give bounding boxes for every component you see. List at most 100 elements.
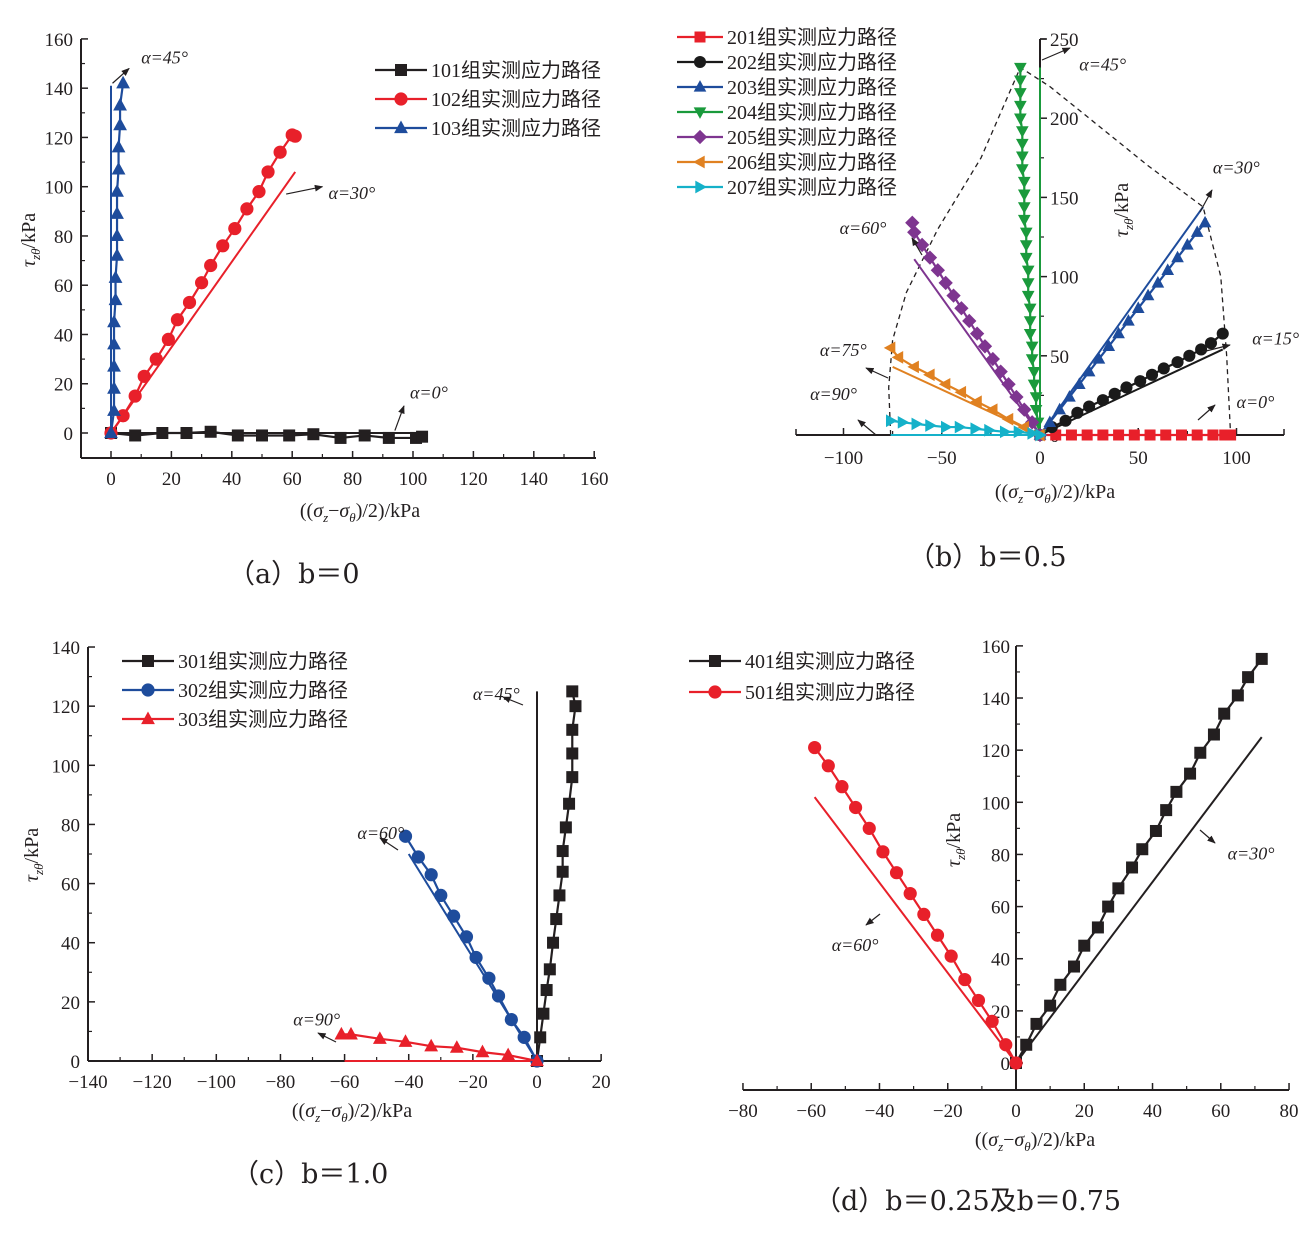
panel-b: −100−50050100050100150200250((σz−σθ)/2)/… (677, 26, 1299, 506)
legend-label: 205组实测应力路径 (727, 126, 897, 149)
y-tick-label: 0 (64, 424, 74, 445)
data-point (1043, 415, 1057, 428)
data-point (971, 993, 986, 1008)
series-201 (1034, 429, 1237, 441)
annotation-label: α=90° (810, 384, 857, 404)
y-tick-label: 100 (982, 793, 1011, 814)
data-point (1027, 366, 1041, 379)
data-point (1141, 288, 1155, 301)
data-point (1195, 343, 1208, 356)
data-point (547, 936, 560, 949)
data-point (977, 339, 993, 354)
data-point (808, 740, 822, 755)
series-207 (885, 414, 1047, 442)
data-point (142, 655, 154, 667)
data-point (923, 368, 935, 382)
data-point (1015, 126, 1029, 138)
envelope-dashed-line (888, 66, 1232, 436)
data-point (1207, 728, 1220, 741)
data-point (985, 403, 998, 416)
data-point (970, 422, 983, 435)
data-point (110, 184, 124, 197)
data-point (116, 75, 130, 89)
data-point (1160, 429, 1172, 441)
annotation-label: α=30° (1228, 844, 1275, 864)
data-point (416, 430, 429, 443)
data-point (1065, 429, 1077, 441)
data-point (1096, 394, 1109, 407)
data-point (1120, 381, 1133, 394)
legend-item: 204组实测应力路径 (677, 101, 897, 124)
data-point (434, 888, 448, 903)
data-point (1145, 368, 1159, 381)
data-point (930, 928, 945, 942)
x-tick-label: −100 (824, 448, 863, 469)
legend: 301组实测应力路径 302组实测应力路径 303组实测应力路径 (122, 650, 348, 731)
data-point (1021, 290, 1035, 303)
legend-label: 102组实测应力路径 (431, 88, 601, 111)
y-tick-label: 100 (45, 178, 74, 199)
data-point (1128, 429, 1140, 441)
data-point (1081, 429, 1093, 441)
x-tick-label: −60 (330, 1072, 360, 1093)
annotation-label: α=45° (1079, 55, 1126, 75)
series-202 (1033, 327, 1229, 442)
data-point (1014, 88, 1027, 100)
data-point (1181, 238, 1194, 250)
annotation-arrow (865, 913, 881, 926)
data-point (708, 685, 722, 699)
annotation-label: α=60° (357, 823, 404, 843)
annotation-arrow (865, 367, 889, 379)
annotation-label: α=15° (1252, 329, 1299, 349)
y-tick-label: 40 (61, 934, 80, 955)
legend-label: 203组实测应力路径 (727, 76, 897, 99)
y-tick-label: 0 (1001, 1054, 1011, 1075)
y-tick-label: 80 (61, 815, 80, 836)
data-point (141, 683, 155, 697)
annotation-label: α=45° (141, 48, 188, 68)
data-point (993, 364, 1008, 379)
data-point (1170, 785, 1183, 798)
data-point (553, 889, 566, 902)
annotations: α=45° α=30° α=0° (112, 48, 448, 431)
data-point (1001, 377, 1016, 392)
legend-label: 301组实测应力路径 (178, 650, 348, 673)
data-point (1242, 671, 1255, 684)
data-point (395, 64, 407, 76)
data-point (905, 215, 920, 230)
data-point (372, 1031, 387, 1044)
x-tick-label: −120 (133, 1072, 172, 1093)
data-point (195, 276, 209, 290)
annotation-label: α=0° (410, 383, 448, 403)
data-point (962, 313, 977, 329)
theory-lines (813, 736, 1263, 1064)
data-point (1171, 356, 1184, 369)
data-point (1015, 164, 1029, 176)
data-point (104, 425, 118, 439)
annotation-arrow (1199, 829, 1216, 844)
data-point (1207, 429, 1219, 441)
data-point (141, 711, 155, 725)
data-point (517, 1030, 531, 1044)
data-point (954, 420, 967, 434)
data-point (692, 129, 708, 145)
legend: 101组实测应力路径 102组实测应力路径 103组实测应力路径 (375, 59, 601, 140)
data-point (1161, 263, 1175, 275)
data-point (107, 381, 121, 394)
annotation-arrow (502, 696, 524, 706)
legend: 401组实测应力路径 501组实测应力路径 (689, 650, 915, 704)
annotation-label: α=90° (293, 1010, 340, 1030)
data-point (889, 866, 904, 880)
data-point (944, 949, 958, 963)
theory-line-30deg (1015, 736, 1263, 1064)
data-point (228, 221, 242, 236)
data-point (941, 420, 953, 434)
series-103 (104, 75, 130, 439)
data-point (1059, 414, 1072, 427)
data-point (1112, 326, 1125, 339)
annotation-label: α=60° (832, 935, 879, 955)
data-point (1027, 427, 1040, 440)
data-point (240, 202, 254, 216)
data-point (307, 428, 320, 441)
data-point (1231, 689, 1244, 702)
